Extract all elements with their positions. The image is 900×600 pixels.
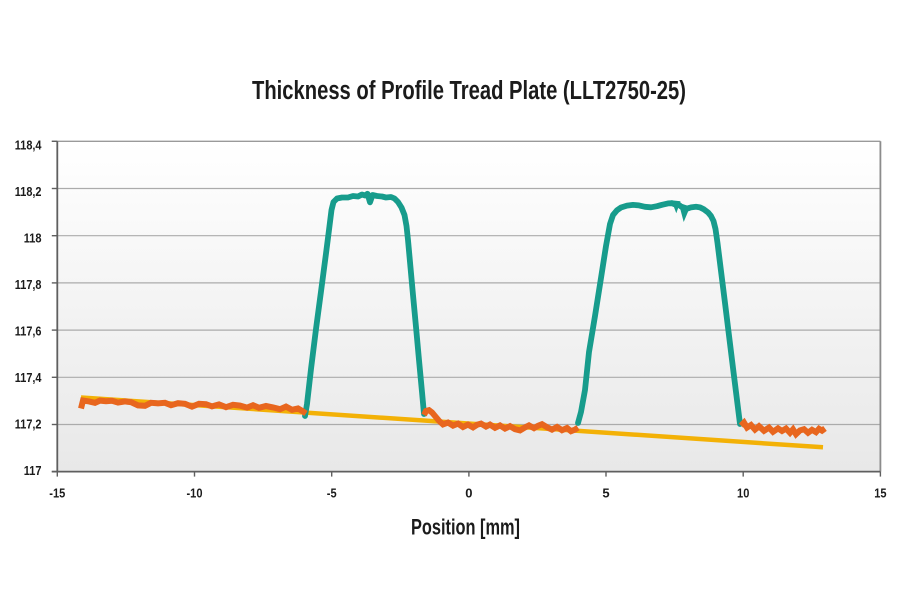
svg-text:Position [mm]: Position [mm] xyxy=(411,515,520,540)
svg-text:117,8: 117,8 xyxy=(15,277,42,292)
svg-text:118: 118 xyxy=(24,231,42,246)
svg-text:15: 15 xyxy=(874,485,886,500)
svg-text:-10: -10 xyxy=(187,485,203,500)
svg-text:118,2: 118,2 xyxy=(15,184,42,199)
svg-text:117,2: 117,2 xyxy=(15,416,42,431)
svg-text:117,4: 117,4 xyxy=(15,370,42,385)
svg-text:118,4: 118,4 xyxy=(15,138,42,153)
svg-text:0: 0 xyxy=(465,485,472,500)
svg-text:5: 5 xyxy=(602,485,609,500)
svg-text:117,6: 117,6 xyxy=(15,324,42,339)
svg-text:117: 117 xyxy=(24,463,42,478)
svg-text:-5: -5 xyxy=(327,485,337,500)
svg-text:Thickness of Profile Tread Pla: Thickness of Profile Tread Plate (LLT275… xyxy=(252,77,686,105)
svg-text:10: 10 xyxy=(737,485,749,500)
svg-text:-15: -15 xyxy=(49,485,65,500)
